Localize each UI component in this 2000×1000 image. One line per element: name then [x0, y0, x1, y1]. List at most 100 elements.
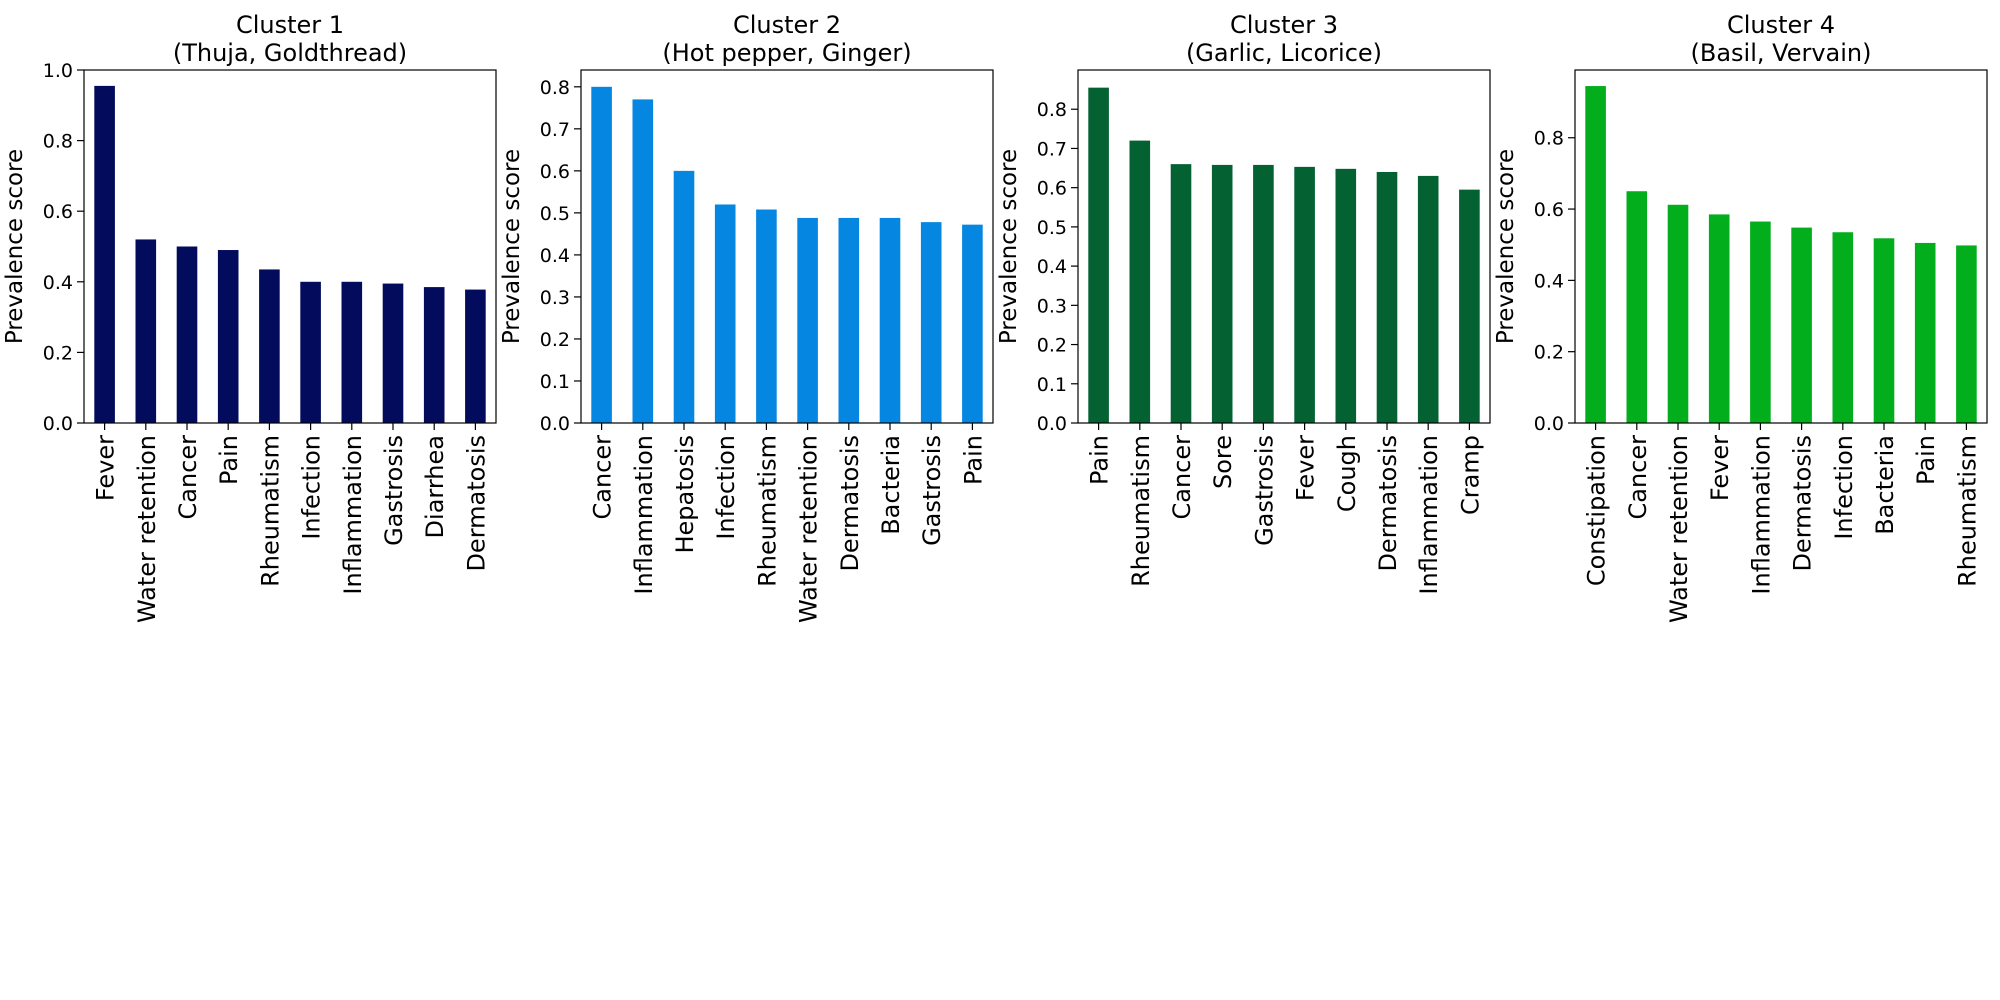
- y-tick-label: 0.0: [540, 413, 570, 435]
- x-tick-label: Inflammation: [339, 435, 367, 595]
- y-tick-label: 0.4: [1534, 270, 1564, 292]
- axes-frame: [1077, 69, 1491, 424]
- x-tick-label: Pain: [215, 435, 243, 485]
- chart-title-line: (Hot pepper, Ginger): [662, 39, 911, 67]
- x-tick-label: Gastrosis: [1250, 435, 1278, 546]
- bar-hepatosis: [673, 170, 695, 423]
- y-tick-label: 0.0: [1037, 413, 1067, 435]
- y-tick-label: 0.4: [43, 272, 73, 294]
- y-tick-label: 0.7: [540, 119, 570, 141]
- y-tick-label: 0.3: [540, 287, 570, 309]
- bar-diarrhea: [423, 287, 445, 423]
- chart-panel-4: Cluster 4 (Basil, Vervain) 0.0 0.2 0.4 0.6 0.8…: [1493, 11, 1988, 623]
- bar-bacteria: [879, 217, 901, 423]
- x-tick-label: Water retention: [1665, 435, 1693, 623]
- bar-water-retention: [135, 239, 157, 423]
- y-tick-label: 0.8: [540, 77, 570, 99]
- bar-bacteria: [1873, 238, 1895, 423]
- bar-sore: [1211, 164, 1233, 424]
- y-tick-label: 0.6: [43, 201, 73, 223]
- chart-title-line: (Basil, Vervain): [1691, 39, 1872, 67]
- y-tick-label: 0.2: [540, 329, 570, 351]
- bar-cancer: [176, 246, 198, 423]
- chart-title-line: Cluster 2: [733, 11, 841, 39]
- bar-pain: [217, 250, 239, 423]
- bar-dermatosis: [838, 217, 860, 423]
- chart-title-line: Cluster 1: [236, 11, 344, 39]
- x-tick-label: Cough: [1333, 435, 1361, 512]
- y-tick-label: 0.8: [1037, 99, 1067, 121]
- chart-panel-1: Cluster 1 (Thuja, Goldthread) 0.0 0.2 0.4 0.6…: [2, 11, 497, 623]
- y-tick-label: 0.2: [43, 342, 73, 364]
- y-tick-label: 0.4: [1037, 256, 1067, 278]
- x-tick-label: Pain: [1086, 435, 1114, 485]
- bar-cancer: [591, 86, 612, 423]
- x-tick-label: Fever: [1292, 435, 1320, 501]
- chart-title-line: (Thuja, Goldthread): [173, 39, 407, 67]
- y-tick-label: 0.1: [540, 371, 570, 393]
- bar-infection: [1832, 232, 1854, 423]
- bar-inflammation: [1750, 221, 1771, 423]
- x-tick-label: Gastrosis: [918, 435, 946, 546]
- y-tick-label: 0.6: [540, 161, 570, 183]
- bar-water-retention: [1667, 204, 1689, 423]
- y-tick-label: 0.0: [43, 413, 73, 435]
- y-axis-label: Prevalence score: [996, 149, 1022, 344]
- y-tick-label: 0.3: [1037, 295, 1067, 317]
- bar-rheumatism: [756, 209, 777, 423]
- x-tick-label: Constipation: [1583, 435, 1611, 586]
- bar-rheumatism: [1956, 245, 1977, 423]
- bar-cough: [1335, 168, 1357, 423]
- y-tick-label: 0.5: [540, 203, 570, 225]
- bar-constipation: [1585, 86, 1606, 424]
- x-tick-label: Infection: [1830, 435, 1858, 540]
- bar-pain: [1914, 242, 1936, 423]
- x-tick-label: Cancer: [1168, 435, 1196, 520]
- chart-title-line: Cluster 3: [1230, 11, 1338, 39]
- x-tick-label: Pain: [959, 435, 987, 485]
- bar-gastrosis: [382, 283, 404, 423]
- bar-rheumatism: [259, 269, 280, 423]
- x-tick-label: Cancer: [589, 435, 617, 520]
- x-tick-label: Inflammation: [1747, 435, 1775, 595]
- bar-inflammation: [632, 99, 654, 424]
- bar-dermatosis: [465, 289, 486, 423]
- y-tick-label: 0.6: [1037, 178, 1067, 200]
- x-tick-label: Rheumatism: [1127, 435, 1155, 587]
- bar-infection: [714, 204, 736, 423]
- y-tick-label: 1.0: [43, 60, 73, 82]
- bar-gastrosis: [1253, 164, 1274, 424]
- y-tick-label: 0.1: [1037, 374, 1067, 396]
- bar-infection: [300, 281, 321, 423]
- chart-panel-3: Cluster 3 (Garlic, Licorice) 0.0 0.1 0.2 0.3 0…: [996, 11, 1491, 595]
- bar-inflammation: [341, 281, 363, 423]
- x-tick-label: Dermatosis: [1374, 435, 1402, 572]
- y-tick-label: 0.0: [1534, 413, 1564, 435]
- x-tick-label: Fever: [1706, 435, 1734, 501]
- y-tick-label: 0.8: [1534, 128, 1564, 150]
- x-tick-label: Infection: [298, 435, 326, 540]
- chart-title: Cluster 2 (Hot pepper, Ginger): [662, 11, 911, 67]
- bar-dermatosis: [1376, 171, 1398, 423]
- x-tick-label: Hepatosis: [671, 435, 699, 554]
- x-tick-label: Cramp: [1456, 435, 1484, 515]
- bar-water-retention: [797, 217, 818, 423]
- x-tick-label: Diarrhea: [421, 435, 449, 538]
- bar-fever: [94, 85, 115, 423]
- axes-frame: [83, 69, 497, 424]
- x-tick-label: Bacteria: [877, 435, 905, 535]
- x-tick-label: Rheumatism: [256, 435, 284, 587]
- bar-fever: [1294, 166, 1315, 423]
- y-tick-label: 0.5: [1037, 217, 1067, 239]
- axes-frame: [1574, 69, 1988, 424]
- x-tick-label: Bacteria: [1871, 435, 1899, 535]
- chart-panel-2: Cluster 2 (Hot pepper, Ginger) 0.0 0.1 0.2 0.…: [499, 11, 994, 623]
- x-tick-label: Inflammation: [1415, 435, 1443, 595]
- x-tick-label: Dermatosis: [836, 435, 864, 572]
- x-tick-label: Water retention: [795, 435, 823, 623]
- bar-gastrosis: [920, 222, 942, 423]
- bar-rheumatism: [1129, 140, 1151, 423]
- x-tick-label: Cancer: [1624, 435, 1652, 520]
- y-axis-label: Prevalence score: [1493, 149, 1519, 344]
